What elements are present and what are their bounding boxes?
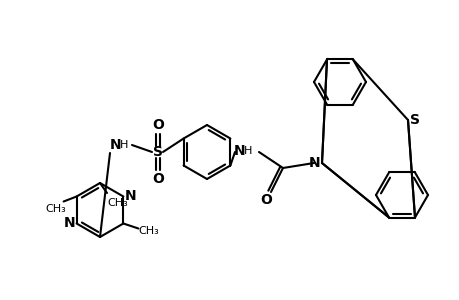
Text: O: O <box>259 193 271 207</box>
Text: H: H <box>243 146 252 156</box>
Text: S: S <box>409 113 419 127</box>
Text: O: O <box>152 118 163 132</box>
Text: CH₃: CH₃ <box>45 205 66 214</box>
Text: N: N <box>234 144 245 158</box>
Text: CH₃: CH₃ <box>107 198 128 208</box>
Text: O: O <box>152 172 163 186</box>
Text: N: N <box>124 190 136 203</box>
Text: N: N <box>64 217 75 230</box>
Text: CH₃: CH₃ <box>138 226 158 236</box>
Text: N: N <box>110 138 122 152</box>
Text: S: S <box>153 145 162 159</box>
Text: N: N <box>308 156 320 170</box>
Text: H: H <box>119 140 128 150</box>
